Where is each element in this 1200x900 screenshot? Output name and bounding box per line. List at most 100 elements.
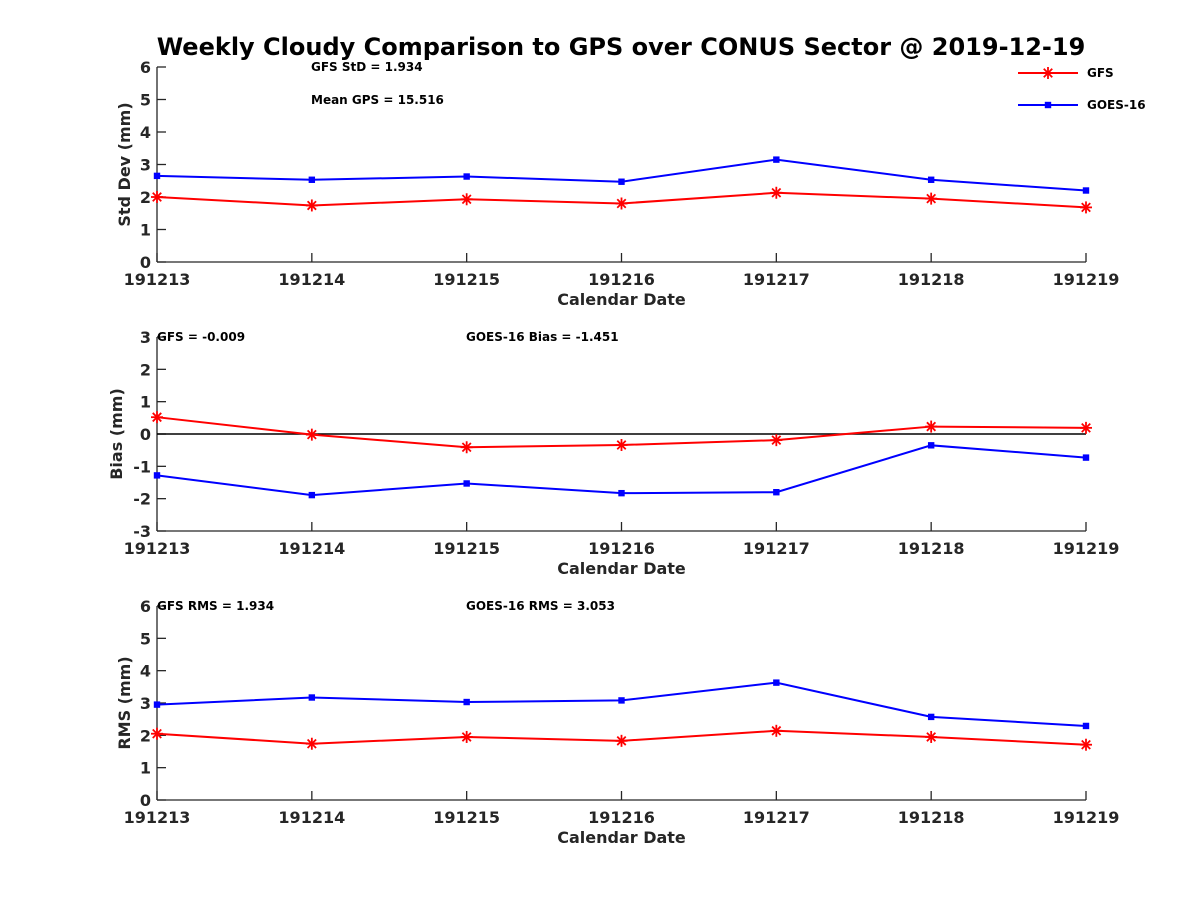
- data-point-goes16: [463, 698, 470, 706]
- data-point-gfs: [305, 199, 318, 212]
- rms-panel: 0 1 2 3 4 5 6 191213 191214 191215 191216 191217 191…: [115, 597, 1119, 847]
- data-point-gfs: [1080, 201, 1092, 214]
- x-tick-label: 191217: [743, 270, 810, 289]
- x-tick-label: 191215: [433, 270, 500, 289]
- data-point-gfs: [1080, 738, 1092, 751]
- data-point-gfs: [460, 193, 473, 206]
- data-point-gfs: [305, 737, 318, 750]
- y-tick-label: 1: [140, 221, 151, 240]
- legend-marker-asterisk: [1042, 67, 1054, 79]
- legend-entry-gfs: GFS: [1018, 66, 1114, 80]
- data-point-goes16: [927, 442, 935, 449]
- data-point-goes16: [1082, 187, 1090, 194]
- x-tick-label: 191219: [1053, 270, 1120, 289]
- data-point-gfs: [151, 191, 163, 203]
- legend-gfs-label: GFS: [1087, 66, 1114, 80]
- data-point-goes16: [618, 178, 625, 185]
- y-tick-label: 6: [140, 597, 151, 616]
- series-line-goes16: [156, 444, 1087, 497]
- y-tick-label: 0: [140, 425, 151, 444]
- data-point-goes16: [1082, 454, 1090, 461]
- data-point-gfs: [615, 197, 628, 210]
- data-point-gfs: [925, 730, 938, 743]
- x-axis-label: Calendar Date: [557, 290, 686, 309]
- legend: GFS GOES-16: [1018, 66, 1146, 112]
- data-point-goes16: [308, 694, 316, 701]
- x-tick-label: 191213: [124, 808, 191, 827]
- std-dev-panel: 0 1 2 3 4 5 6 191213 191214 191215 191216 191217 191…: [115, 58, 1119, 309]
- y-tick-label: 1: [140, 759, 151, 778]
- series-line-goes16: [156, 681, 1087, 727]
- data-point-goes16: [773, 679, 780, 686]
- x-tick-label: 191214: [278, 270, 345, 289]
- stat-annotation: GOES-16 Bias = -1.451: [466, 330, 619, 344]
- data-point-goes16: [773, 156, 780, 163]
- stat-annotation: Mean GPS = 15.516: [311, 93, 444, 107]
- data-point-gfs: [305, 428, 318, 441]
- bias-panel: -3 -2 -1 0 1 2 3 191213 191214 191215 191216 191217…: [107, 328, 1119, 578]
- x-tick-label: 191216: [588, 539, 655, 558]
- y-tick-label: 1: [140, 393, 151, 412]
- x-tick-label: 191216: [588, 270, 655, 289]
- stat-annotation: GFS StD = 1.934: [311, 60, 423, 74]
- x-tick-label: 191219: [1053, 808, 1120, 827]
- data-point-gfs: [615, 438, 628, 451]
- y-tick-label: -1: [133, 457, 151, 476]
- data-point-goes16: [463, 173, 470, 180]
- series-line-goes16: [156, 158, 1087, 192]
- data-point-goes16: [618, 489, 625, 497]
- data-point-goes16: [618, 697, 625, 704]
- y-tick-label: 3: [140, 156, 151, 175]
- y-tick-label: 5: [140, 629, 151, 648]
- data-point-gfs: [151, 411, 163, 424]
- y-tick-label: 2: [140, 360, 151, 379]
- data-point-goes16: [308, 491, 316, 499]
- data-point-gfs: [925, 192, 938, 205]
- x-tick-label: 191216: [588, 808, 655, 827]
- legend-marker-square: [1044, 101, 1052, 109]
- data-point-goes16: [153, 172, 161, 180]
- data-point-goes16: [927, 713, 935, 721]
- stat-annotation: GFS RMS = 1.934: [157, 599, 274, 613]
- x-tick-label: 191218: [898, 270, 965, 289]
- data-point-gfs: [770, 434, 783, 447]
- data-point-gfs: [770, 724, 783, 737]
- data-point-goes16: [153, 472, 161, 479]
- figure-title: Weekly Cloudy Comparison to GPS over CON…: [157, 33, 1086, 61]
- x-axis-label: Calendar Date: [557, 828, 686, 847]
- x-tick-label: 191215: [433, 808, 500, 827]
- data-point-gfs: [615, 734, 628, 747]
- x-tick-label: 191213: [124, 539, 191, 558]
- data-point-gfs: [1080, 421, 1092, 434]
- y-tick-label: -3: [133, 522, 151, 541]
- stat-annotation: GFS = -0.009: [157, 330, 245, 344]
- data-point-goes16: [773, 489, 780, 496]
- x-axis-label: Calendar Date: [557, 559, 686, 578]
- legend-entry-goes16: GOES-16: [1018, 98, 1146, 112]
- x-tick-label: 191218: [898, 808, 965, 827]
- x-tick-label: 191217: [743, 539, 810, 558]
- y-tick-label: 2: [140, 726, 151, 745]
- y-tick-label: 3: [140, 328, 151, 347]
- data-point-gfs: [151, 727, 163, 740]
- y-tick-label: -2: [133, 490, 151, 509]
- legend-goes16-marker: [1044, 101, 1052, 109]
- data-point-gfs: [925, 420, 938, 433]
- x-tick-label: 191213: [124, 270, 191, 289]
- legend-goes16-label: GOES-16: [1087, 98, 1146, 112]
- y-tick-label: 5: [140, 91, 151, 110]
- x-tick-label: 191218: [898, 539, 965, 558]
- x-tick-label: 191215: [433, 539, 500, 558]
- x-tick-label: 191217: [743, 808, 810, 827]
- stat-annotation: GOES-16 RMS = 3.053: [466, 599, 615, 613]
- data-point-gfs: [460, 730, 473, 743]
- y-axis-label: Bias (mm): [107, 388, 126, 480]
- data-point-goes16: [1082, 722, 1090, 730]
- y-tick-label: 4: [140, 123, 151, 142]
- y-tick-label: 2: [140, 188, 151, 207]
- data-point-goes16: [308, 176, 316, 183]
- x-tick-label: 191214: [278, 808, 345, 827]
- data-point-goes16: [927, 176, 935, 183]
- y-tick-label: 4: [140, 662, 151, 681]
